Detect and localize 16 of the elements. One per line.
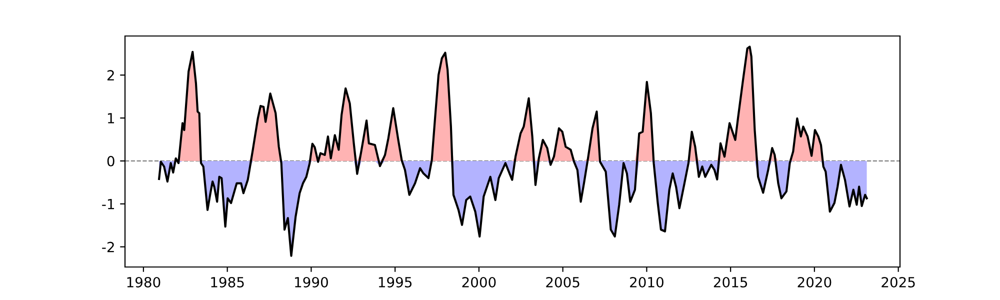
y-tick-label: 1 — [108, 113, 114, 124]
x-tick-label: 1990 — [295, 276, 328, 288]
x-tick-label: 2000 — [462, 276, 496, 288]
y-tick-label: -2 — [102, 242, 114, 252]
x-tick-label: 2005 — [546, 276, 580, 288]
y-tick-label: 2 — [107, 70, 114, 80]
y-tick-label: -1 — [102, 199, 114, 210]
y-tick-label: 0 — [107, 156, 114, 166]
line-series — [158, 46, 868, 257]
x-tick-label: 1980 — [127, 276, 160, 288]
x-tick-label: 2020 — [798, 276, 832, 288]
x-tick-label: 2025 — [882, 276, 915, 288]
x-tick-label: 1985 — [211, 276, 244, 288]
x-tick-label: 2010 — [630, 276, 664, 288]
x-tick-label: 1995 — [378, 276, 412, 288]
x-tick-label: 2015 — [714, 276, 748, 288]
